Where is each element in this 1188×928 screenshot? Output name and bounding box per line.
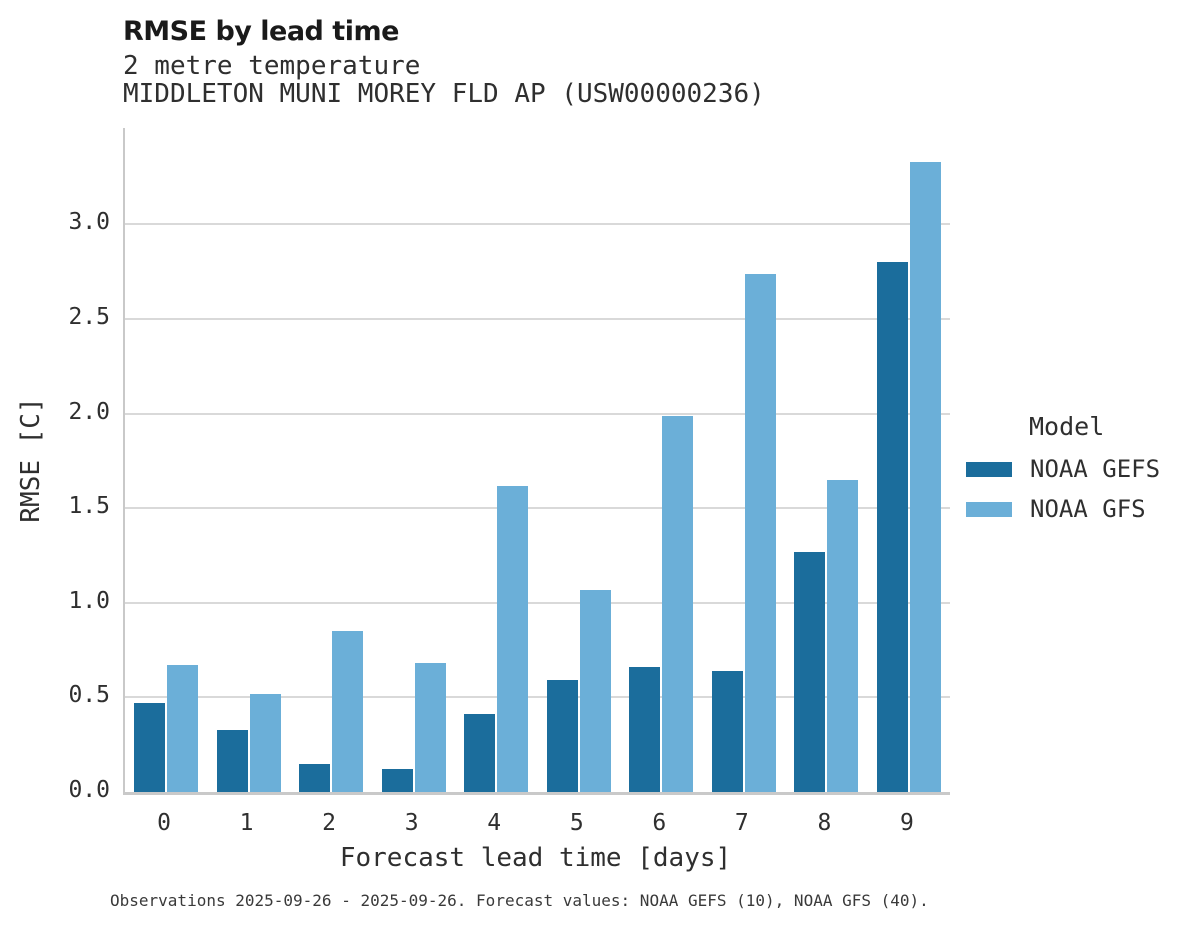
y-tick-label-0.0: 0.0 <box>68 777 110 803</box>
y-tick-label-2.0: 2.0 <box>68 398 110 425</box>
legend-item-noaa-gefs: NOAA GEFS <box>966 455 1186 483</box>
y-tick-label-2.5: 2.5 <box>68 304 110 331</box>
legend: Model NOAA GEFS NOAA GFS <box>966 412 1186 523</box>
bar-noaa-gfs-day-4 <box>497 486 529 792</box>
chart-caption: Observations 2025-09-26 - 2025-09-26. Fo… <box>110 891 929 910</box>
y-tick-label-1.0: 1.0 <box>68 587 110 614</box>
gridline-y-1.5 <box>125 507 950 510</box>
bar-noaa-gfs-day-0 <box>167 665 198 792</box>
gridline-y-3.0 <box>125 223 950 226</box>
legend-title: Model <box>1029 412 1105 441</box>
gridline-y-2.5 <box>125 318 950 321</box>
legend-label: NOAA GFS <box>1030 495 1146 523</box>
chart-subtitle: 2 metre temperature <box>123 51 421 81</box>
x-tick-label-7: 7 <box>734 810 749 836</box>
chart-title: RMSE by lead time <box>123 16 399 47</box>
gridline-y-2.0 <box>125 412 950 415</box>
x-tick-label-0: 0 <box>157 810 171 836</box>
y-tick-label-0.5: 0.5 <box>68 682 110 709</box>
x-tick-label-5: 5 <box>569 810 584 836</box>
bar-noaa-gefs-day-4 <box>464 714 496 792</box>
bar-noaa-gefs-day-3 <box>381 769 413 792</box>
legend-swatch-icon <box>966 501 1012 517</box>
bar-noaa-gfs-day-5 <box>579 590 611 792</box>
x-tick-label-1: 1 <box>239 810 254 836</box>
bar-noaa-gfs-day-2 <box>332 631 364 792</box>
gridline-y-1.0 <box>125 601 950 604</box>
y-tick-label-1.5: 1.5 <box>68 493 110 520</box>
bar-noaa-gfs-day-6 <box>662 416 694 792</box>
bar-noaa-gefs-day-5 <box>546 680 578 792</box>
bar-noaa-gfs-day-9 <box>909 162 941 792</box>
x-tick-label-4: 4 <box>487 810 502 836</box>
y-tick-label-3.0: 3.0 <box>68 209 110 236</box>
plot-area <box>123 128 950 795</box>
legend-item-noaa-gfs: NOAA GFS <box>966 495 1186 523</box>
bar-noaa-gfs-day-1 <box>249 694 281 792</box>
x-tick-label-9: 9 <box>900 810 914 836</box>
x-tick-label-3: 3 <box>404 810 419 836</box>
bar-noaa-gfs-day-8 <box>827 480 859 792</box>
legend-items: NOAA GEFS NOAA GFS <box>966 455 1186 523</box>
x-tick-label-6: 6 <box>652 810 667 836</box>
bar-noaa-gfs-day-3 <box>414 663 446 792</box>
x-axis-title: Forecast lead time [days] <box>339 843 732 873</box>
gridline-y-0.5 <box>125 696 950 699</box>
legend-swatch-icon <box>966 461 1012 477</box>
bar-noaa-gefs-day-0 <box>134 703 165 792</box>
x-tick-label-8: 8 <box>817 810 832 836</box>
bar-noaa-gefs-day-7 <box>711 671 743 792</box>
bar-noaa-gefs-day-1 <box>216 730 248 792</box>
bar-noaa-gfs-day-7 <box>744 274 776 792</box>
bar-noaa-gefs-day-2 <box>299 764 331 792</box>
bar-noaa-gefs-day-8 <box>794 552 826 792</box>
chart-station-line: MIDDLETON MUNI MOREY FLD AP (USW00000236… <box>123 79 765 109</box>
legend-label: NOAA GEFS <box>1030 455 1161 483</box>
bar-noaa-gefs-day-6 <box>629 667 661 792</box>
x-tick-label-2: 2 <box>322 810 337 836</box>
bar-noaa-gefs-day-9 <box>876 262 908 792</box>
